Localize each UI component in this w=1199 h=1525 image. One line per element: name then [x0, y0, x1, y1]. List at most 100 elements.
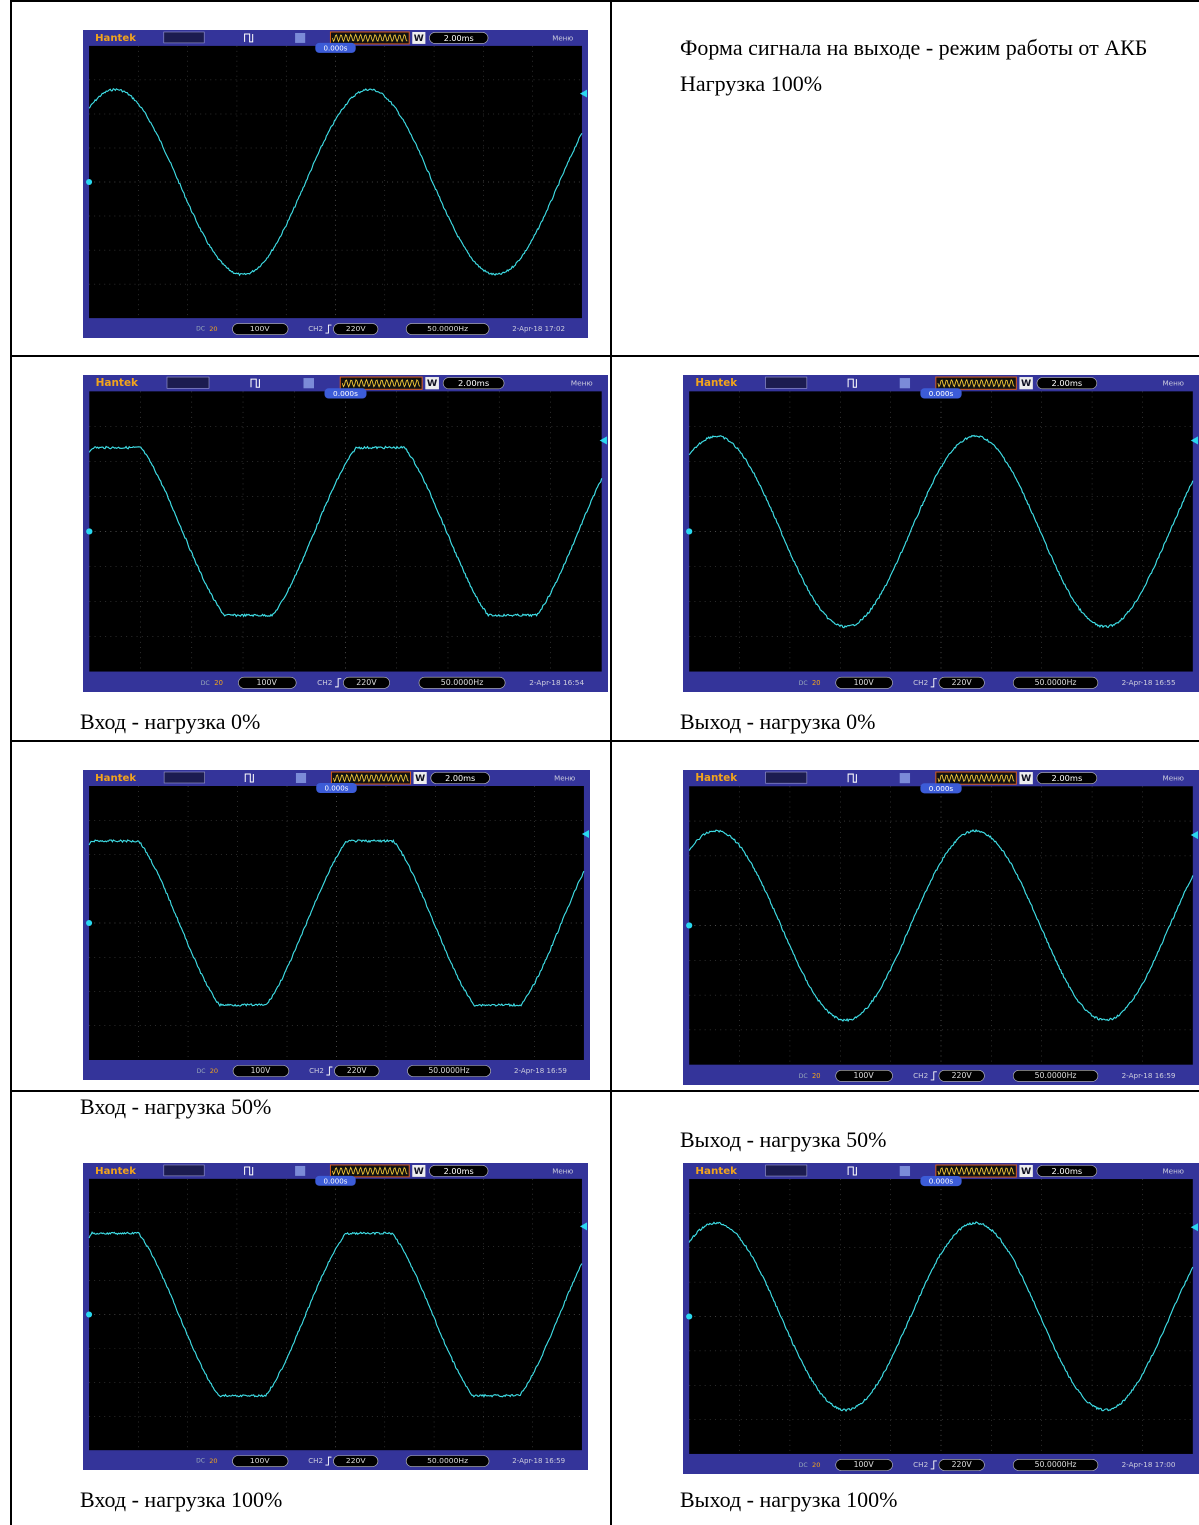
trigger-time: 0.000s — [333, 389, 358, 398]
table-border — [10, 355, 1199, 357]
screen — [689, 1179, 1193, 1454]
channel-marker — [686, 528, 692, 534]
brand: Hantek — [695, 772, 737, 784]
caption: Вход - нагрузка 50% — [80, 1094, 271, 1120]
trigger-level: 220V — [952, 1071, 973, 1080]
caption: Вход - нагрузка 100% — [80, 1487, 282, 1513]
trigger-level: 220V — [346, 1456, 367, 1465]
icon — [164, 772, 205, 783]
frequency: 50.0000Hz — [428, 1066, 469, 1075]
description: Форма сигнала на выходе - режим работы о… — [622, 30, 1194, 102]
timestamp: 2-Apr-18 17:02 — [512, 324, 565, 333]
brand: Hantek — [95, 1166, 136, 1177]
screen — [689, 786, 1193, 1064]
icon — [164, 1165, 204, 1176]
ch1-scale: 100V — [257, 678, 278, 687]
trigger-channel: CH2 — [308, 324, 323, 333]
table-border — [10, 0, 12, 1525]
screen — [689, 391, 1193, 671]
icon — [766, 377, 807, 388]
trigger-time: 0.000s — [324, 43, 348, 52]
menu: Меню — [1162, 774, 1183, 783]
timebase: 2.00ms — [445, 774, 475, 783]
screen — [89, 391, 601, 671]
ch1-scale: 100V — [854, 1460, 875, 1469]
oscillogram: HantekW2.00msМеню0.000sDC20100VCH2220V50… — [83, 1163, 588, 1470]
bandwidth: 20 — [214, 679, 223, 687]
channel-marker — [86, 179, 92, 185]
table-border — [610, 0, 612, 1525]
coupling: DC — [799, 1073, 808, 1080]
table-border — [10, 0, 1199, 2]
icon — [295, 1166, 305, 1176]
timebase: 2.00ms — [444, 34, 474, 43]
timestamp: 2-Apr-18 16:59 — [514, 1066, 567, 1075]
timestamp: 2-Apr-18 17:00 — [1122, 1460, 1176, 1469]
trigger-time: 0.000s — [929, 784, 954, 793]
ch1-scale: 100V — [250, 1456, 271, 1465]
frequency: 50.0000Hz — [1035, 1071, 1077, 1080]
mode: W — [427, 378, 437, 389]
trigger-time: 0.000s — [929, 389, 954, 398]
frequency: 50.0000Hz — [427, 1456, 468, 1465]
scope-screen: HantekW2.00msМеню0.000sDC20100VCH2220V50… — [683, 770, 1199, 1085]
icon — [766, 772, 807, 783]
menu: Меню — [1162, 1167, 1183, 1176]
channel-marker — [686, 1313, 692, 1319]
bandwidth: 20 — [812, 1461, 821, 1469]
coupling: DC — [197, 1068, 206, 1075]
mode: W — [414, 34, 424, 44]
trigger-level: 220V — [952, 1460, 973, 1469]
menu: Меню — [1162, 379, 1183, 388]
scope-screen: HantekW2.00msМеню0.000sDC20100VCH2220V50… — [83, 375, 608, 692]
timestamp: 2-Apr-18 16:54 — [529, 678, 584, 687]
mode: W — [1021, 1167, 1031, 1177]
ch1-scale: 100V — [251, 1066, 272, 1075]
frequency: 50.0000Hz — [1035, 678, 1077, 687]
trigger-level: 220V — [356, 678, 377, 687]
trigger-level: 220V — [347, 1066, 368, 1075]
icon — [164, 32, 204, 43]
trigger-channel: CH2 — [308, 1457, 323, 1465]
caption: Вход - нагрузка 0% — [80, 709, 260, 735]
trigger-time: 0.000s — [324, 1177, 348, 1185]
trigger-time: 0.000s — [325, 784, 349, 793]
caption: Выход - нагрузка 100% — [680, 1487, 897, 1513]
screen — [89, 46, 582, 318]
brand: Hantek — [95, 773, 136, 784]
timebase: 2.00ms — [1052, 1166, 1083, 1176]
timestamp: 2-Apr-18 16:59 — [512, 1457, 565, 1465]
icon — [900, 378, 910, 388]
frequency: 50.0000Hz — [1035, 1460, 1077, 1469]
screen — [89, 786, 584, 1060]
channel-marker — [686, 922, 692, 928]
bandwidth: 20 — [210, 1067, 218, 1075]
timebase: 2.00ms — [1052, 378, 1083, 388]
trigger-channel: CH2 — [913, 1071, 928, 1080]
icon — [766, 1165, 807, 1176]
page: Oscillograms {"intro": {"lines": ["Форма… — [0, 0, 1199, 1525]
channel-marker — [86, 528, 92, 534]
paragraph: Форма сигнала на выходе - режим работы о… — [622, 30, 1194, 66]
brand: Hantek — [95, 33, 136, 44]
icon — [167, 377, 209, 388]
mode: W — [414, 1167, 424, 1177]
channel-marker — [86, 1312, 92, 1318]
bandwidth: 20 — [812, 1072, 821, 1080]
oscillogram: HantekW2.00msМеню0.000sDC20100VCH2220V50… — [683, 375, 1199, 692]
timebase: 2.00ms — [458, 378, 489, 388]
coupling: DC — [201, 680, 210, 687]
mode: W — [415, 774, 425, 784]
trigger-channel: CH2 — [317, 678, 332, 687]
scope-screen: HantekW2.00msМеню0.000sDC20100VCH2220V50… — [683, 1163, 1199, 1474]
mode: W — [1021, 378, 1031, 389]
coupling: DC — [196, 1458, 205, 1465]
brand: Hantek — [96, 377, 140, 389]
bandwidth: 20 — [209, 1457, 217, 1465]
menu: Меню — [552, 33, 573, 42]
caption: Выход - нагрузка 50% — [680, 1127, 886, 1153]
